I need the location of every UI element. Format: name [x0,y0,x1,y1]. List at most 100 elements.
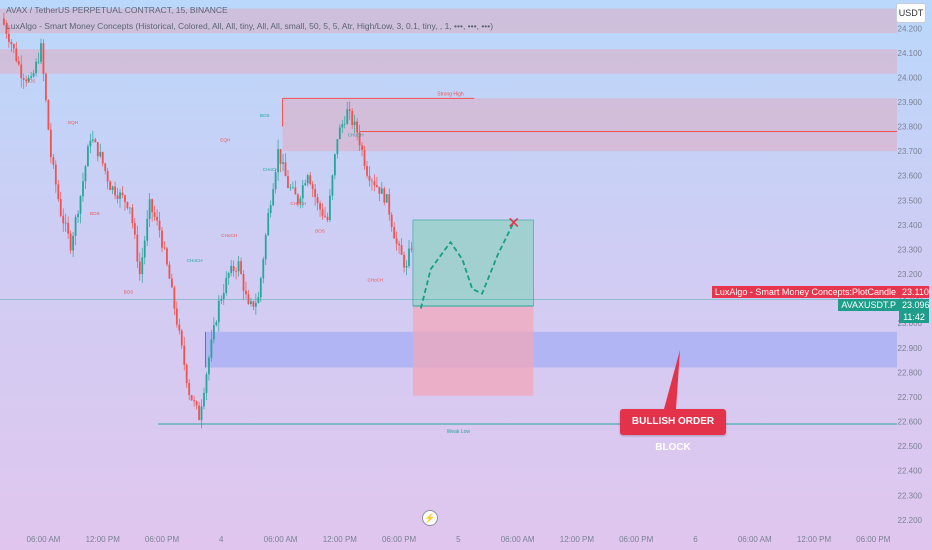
candle-bearish [400,245,403,255]
y-axis-tick-label: 22.900 [898,344,923,353]
candle-bullish [208,357,210,375]
y-axis-tick-label: 22.200 [898,516,923,525]
candle-bearish [240,261,242,274]
indicator-legend[interactable]: LuxAlgo - Smart Money Concepts (Historic… [6,21,494,31]
candle-bearish [361,145,363,151]
candle-bullish [64,222,67,224]
candle-bearish [390,214,393,228]
candle-bearish [109,181,112,191]
order-block-zone-supply [0,49,897,74]
candle-bearish [242,273,245,291]
candle-bullish [282,162,284,164]
candle-bearish [7,33,10,43]
candle-bearish [25,79,28,82]
candle-bearish [124,195,126,203]
candle-bullish [87,146,89,167]
candle-bullish [74,217,77,236]
candle-bullish [259,278,262,298]
candle-bullish [210,339,213,358]
structure-label: CHoCH [221,233,237,238]
candle-bearish [67,222,70,234]
y-axis-tick-label: 23.000 [898,319,923,328]
x-axis-tick-label: 06:00 AM [738,535,772,544]
candle-bullish [220,298,223,301]
candle-bearish [284,162,287,177]
candle-bullish [119,192,121,199]
candle-bearish [395,238,398,244]
candle-bearish [358,132,361,146]
candle-bullish [82,181,84,197]
candle-bearish [378,186,381,194]
candle-bearish [383,188,386,203]
y-axis-tick-label: 23.700 [898,147,923,156]
structure-label: BOS [260,113,270,118]
candle-bearish [42,43,45,74]
candle-bearish [47,100,50,130]
candle-bullish [32,73,35,77]
candle-bullish [146,218,149,241]
candle-bearish [163,247,166,249]
candle-bullish [143,240,146,258]
candle-bullish [141,257,144,275]
candle-bearish [96,142,99,157]
x-axis-tick-label: 06:00 AM [264,535,298,544]
candle-bearish [314,189,317,198]
candle-bearish [393,227,396,239]
order-block-zone-supply [282,98,897,152]
y-axis-tick-label: 24.000 [898,73,923,82]
x-axis-tick-label: 12:00 PM [797,535,832,544]
order-block-zone-demand [205,331,898,368]
candle-bullish [27,77,30,82]
candle-bearish [94,139,97,143]
y-axis-tick-label: 24.200 [898,24,923,33]
x-axis-tick-label: 12:00 PM [560,535,595,544]
candle-bearish [311,184,314,190]
candle-bearish [319,203,321,210]
candle-bullish [237,261,240,272]
order-block-zone-supply [0,8,897,34]
y-axis-tick-label: 22.400 [898,467,923,476]
candle-bullish [353,121,356,126]
currency-button[interactable]: USDT [896,3,926,23]
candle-bullish [111,186,114,191]
candle-bearish [151,199,154,213]
stop-box [412,306,534,396]
structure-level-label: Strong High [437,91,464,97]
candle-bearish [193,400,196,402]
candle-bullish [148,199,151,219]
symbol-price-label: AVAXUSDT.P [838,299,899,311]
candle-bullish [405,265,408,268]
candle-bullish [385,194,388,203]
candle-bullish [79,196,82,214]
structure-label: CHoCH [348,132,364,137]
candle-bearish [153,212,156,217]
candle-bearish [136,234,139,262]
indicator-price-label: LuxAlgo - Smart Money Concepts:PlotCandl… [711,286,899,298]
candle-bearish [247,294,250,304]
candle-bearish [368,175,371,181]
candle-bearish [52,157,55,165]
candle-bearish [166,248,168,265]
lightning-icon[interactable]: ⚡ [422,510,438,526]
candle-bullish [215,322,218,326]
candle-bullish [408,248,410,266]
bullish-order-block-callout: BULLISH ORDER BLOCK [620,409,726,453]
candle-bullish [269,205,272,214]
candle-bearish [366,166,368,176]
candle-bearish [252,301,255,307]
candle-bullish [91,139,94,141]
candle-bullish [129,207,131,209]
candle-bullish [341,124,344,128]
candle-bearish [12,44,15,49]
x-axis-tick-label: 06:00 PM [145,535,180,544]
candle-bearish [326,216,329,221]
candle-bearish [156,216,158,221]
candle-bullish [203,392,205,407]
candle-bullish [272,189,275,206]
y-axis-tick-label: 23.400 [898,221,923,230]
candle-bearish [62,215,65,224]
candle-bearish [309,175,312,185]
y-axis-tick-label: 22.700 [898,393,923,402]
candle-bullish [329,195,331,221]
